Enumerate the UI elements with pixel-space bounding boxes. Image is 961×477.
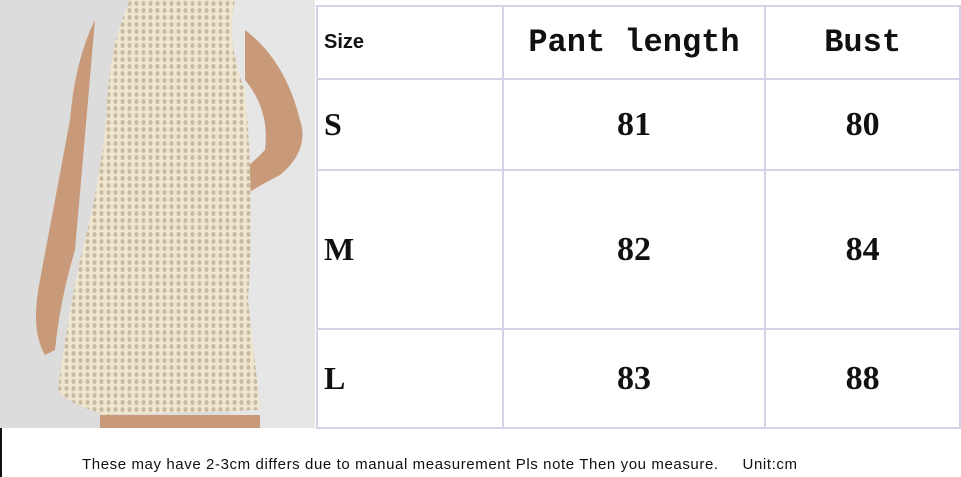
pant-length-cell: 81 [501, 78, 767, 171]
pant-length-cell: 83 [501, 328, 767, 429]
size-chart-table: Size Pant length Bust S 81 80 M 82 84 L … [316, 5, 961, 429]
unit-label: Unit:cm [742, 456, 798, 473]
bust-cell: 84 [764, 169, 961, 330]
table-row: L 83 88 [316, 328, 961, 429]
size-cell: S [316, 78, 504, 171]
pant-length-cell: 82 [501, 169, 767, 330]
product-photo [0, 0, 315, 428]
table-row: S 81 80 [316, 78, 961, 171]
header-size: Size [316, 5, 504, 80]
size-cell: M [316, 169, 504, 330]
measurement-note: These may have 2-3cm differs due to manu… [82, 456, 798, 473]
table-row: M 82 84 [316, 169, 961, 330]
header-bust: Bust [764, 5, 961, 80]
header-pant-length: Pant length [501, 5, 767, 80]
note-text: These may have 2-3cm differs due to manu… [82, 456, 719, 473]
left-border [0, 428, 2, 477]
size-cell: L [316, 328, 504, 429]
bust-cell: 88 [764, 328, 961, 429]
table-header-row: Size Pant length Bust [316, 5, 961, 80]
bust-cell: 80 [764, 78, 961, 171]
